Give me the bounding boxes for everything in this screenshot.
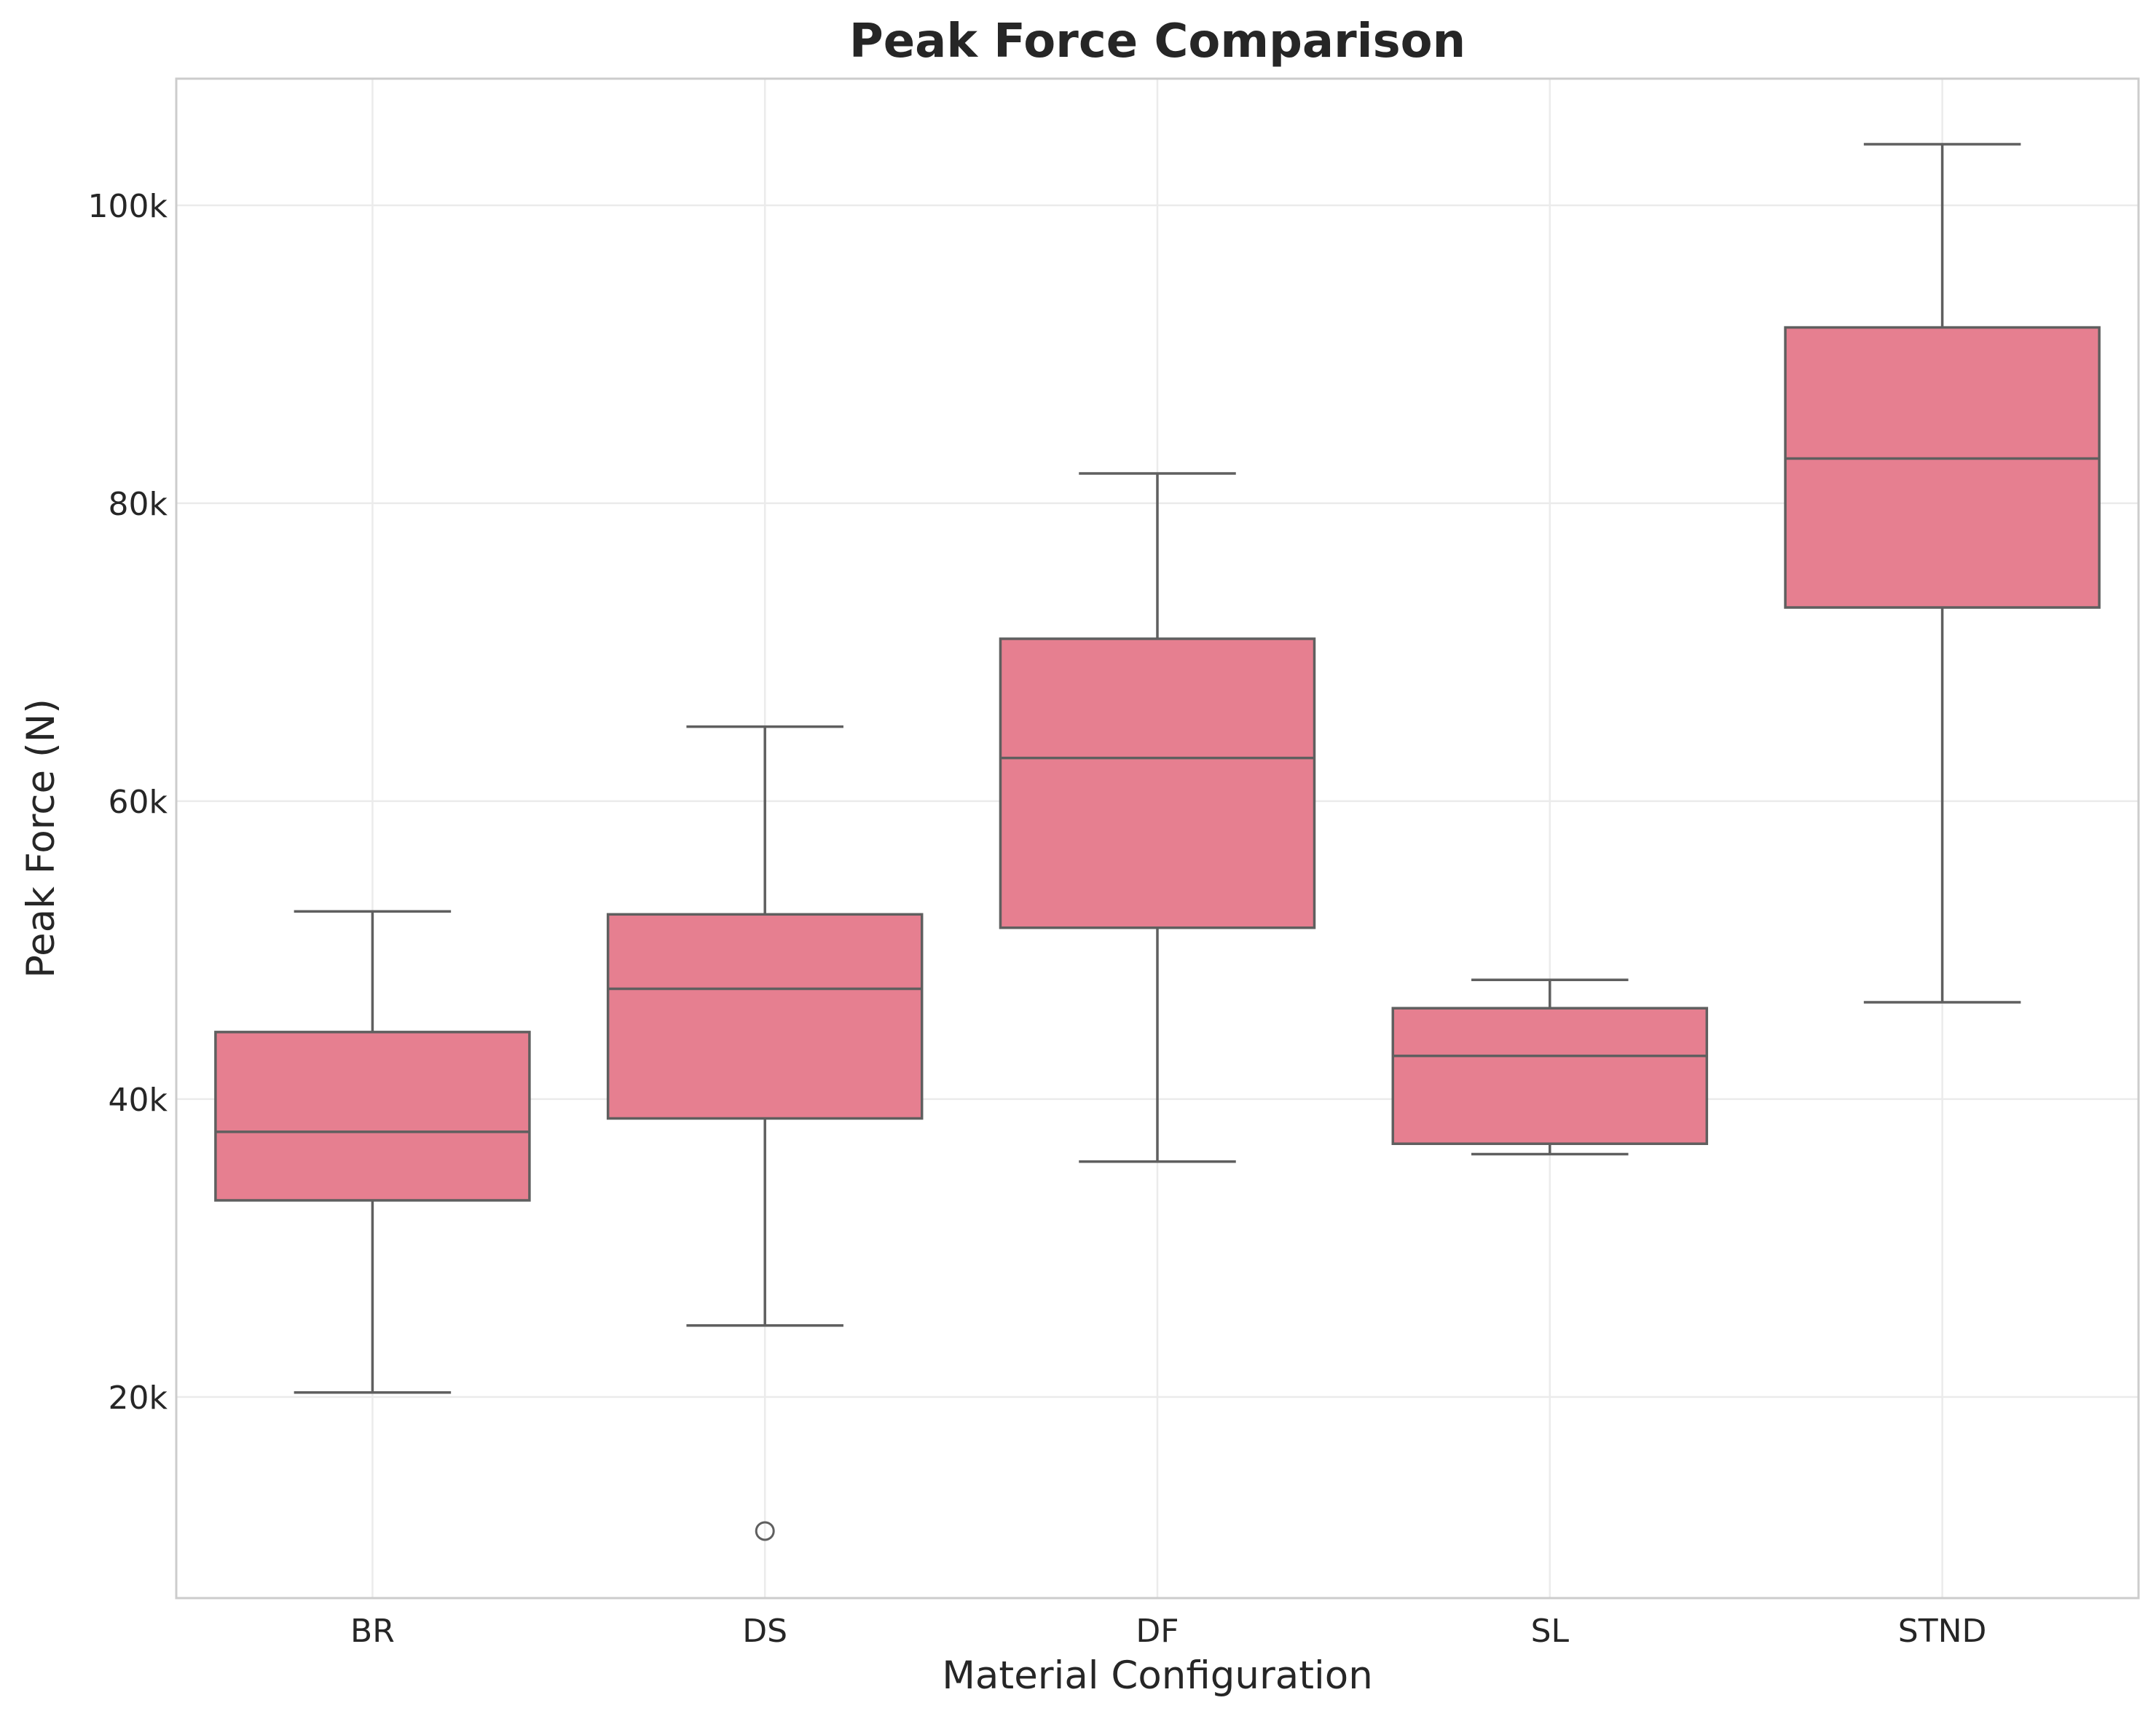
x-tick-label: DF: [1136, 1613, 1179, 1650]
y-tick-label: 80k: [109, 486, 168, 523]
box-layer: [214, 143, 2101, 1541]
tick-layer: 20k 40k 60k 80k 100k BR DS DF SL STND: [88, 188, 1987, 1650]
box-group-sl: [1391, 978, 1709, 1156]
iqr-box: [214, 1031, 531, 1202]
x-axis-label: Material Configuration: [942, 1653, 1373, 1698]
iqr-box: [606, 913, 924, 1120]
iqr-box: [999, 637, 1316, 929]
chart-title: Peak Force Comparison: [849, 15, 1465, 68]
y-tick-label: 100k: [88, 188, 168, 225]
plot-frame: [175, 77, 2140, 1600]
x-tick-label: DS: [742, 1613, 787, 1650]
x-tick-label: BR: [350, 1613, 395, 1650]
y-tick-label: 40k: [109, 1082, 168, 1119]
x-tick-label: SL: [1531, 1613, 1570, 1650]
iqr-box: [1784, 326, 2101, 609]
y-tick-label: 20k: [109, 1380, 168, 1417]
y-tick-label: 60k: [109, 784, 168, 821]
y-axis-label: Peak Force (N): [19, 699, 63, 978]
outlier-point: [755, 1521, 775, 1541]
box-group-br: [214, 910, 531, 1394]
iqr-box: [1391, 1007, 1709, 1145]
box-group-stnd: [1784, 143, 2101, 1004]
box-group-ds: [606, 725, 924, 1541]
x-tick-label: STND: [1898, 1613, 1987, 1650]
box-group-df: [999, 472, 1316, 1163]
